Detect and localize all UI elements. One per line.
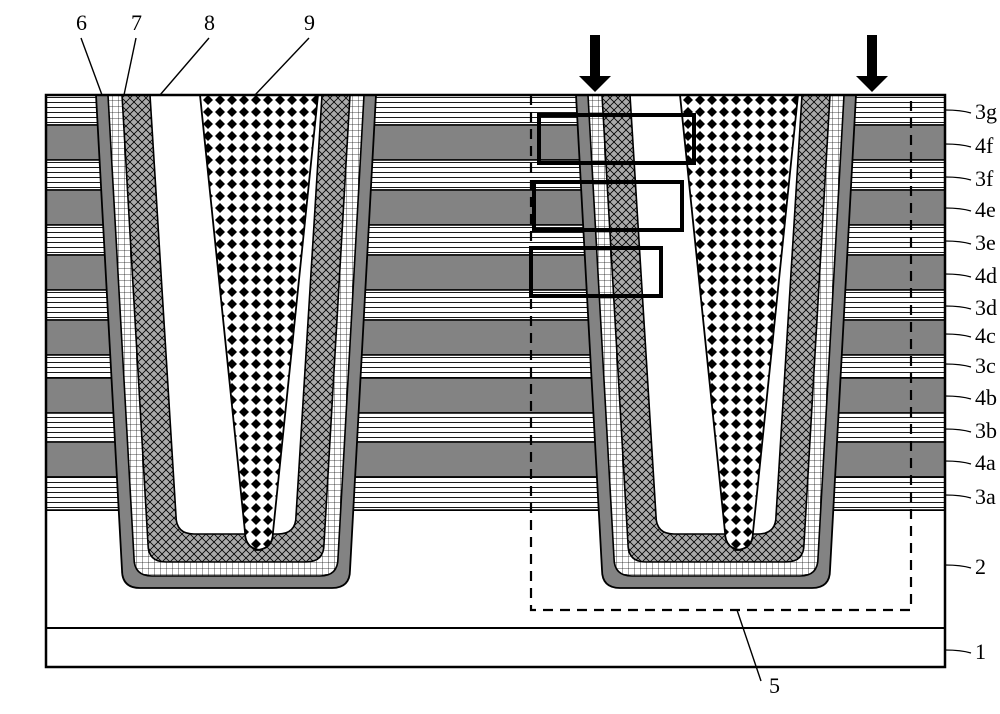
leader	[945, 306, 971, 309]
label-8: 8	[204, 10, 215, 35]
leader	[945, 495, 971, 498]
label-6: 6	[76, 10, 87, 35]
leader	[945, 274, 971, 277]
leader	[945, 334, 971, 337]
label-4a: 4a	[975, 450, 996, 475]
label-3b: 3b	[975, 418, 997, 443]
leader	[81, 38, 102, 95]
label-3a: 3a	[975, 484, 996, 509]
leader	[124, 38, 136, 95]
label-9: 9	[304, 10, 315, 35]
leader	[945, 208, 971, 211]
label-4b: 4b	[975, 385, 997, 410]
leader	[945, 396, 971, 399]
label-4d: 4d	[975, 263, 997, 288]
leader	[945, 461, 971, 464]
label-3c: 3c	[975, 353, 996, 378]
label-1: 1	[975, 639, 986, 664]
cross-section-diagram: 6 7 8 9 3g 4f 3f 4e 3e 4d 3d 4c 3c 4b 3b 4a 3a 2 1 5	[10, 10, 1000, 704]
leader	[160, 38, 209, 95]
label-4e: 4e	[975, 197, 996, 222]
leader	[945, 241, 971, 244]
leader	[255, 38, 309, 95]
leader	[945, 144, 971, 147]
label-3d: 3d	[975, 295, 997, 320]
leader	[945, 177, 971, 180]
label-5: 5	[769, 673, 780, 698]
label-7: 7	[131, 10, 142, 35]
label-2: 2	[975, 554, 986, 579]
label-3f: 3f	[975, 166, 994, 191]
arrow-0-head	[579, 76, 611, 92]
label-4c: 4c	[975, 323, 996, 348]
label-4f: 4f	[975, 133, 994, 158]
label-3g: 3g	[975, 99, 997, 124]
leader	[945, 110, 971, 113]
leader	[945, 364, 971, 367]
leader	[945, 429, 971, 432]
leader	[945, 565, 971, 568]
label-3e: 3e	[975, 230, 996, 255]
leader	[945, 650, 971, 653]
layer-1	[46, 628, 945, 667]
arrow-1-head	[856, 76, 888, 92]
